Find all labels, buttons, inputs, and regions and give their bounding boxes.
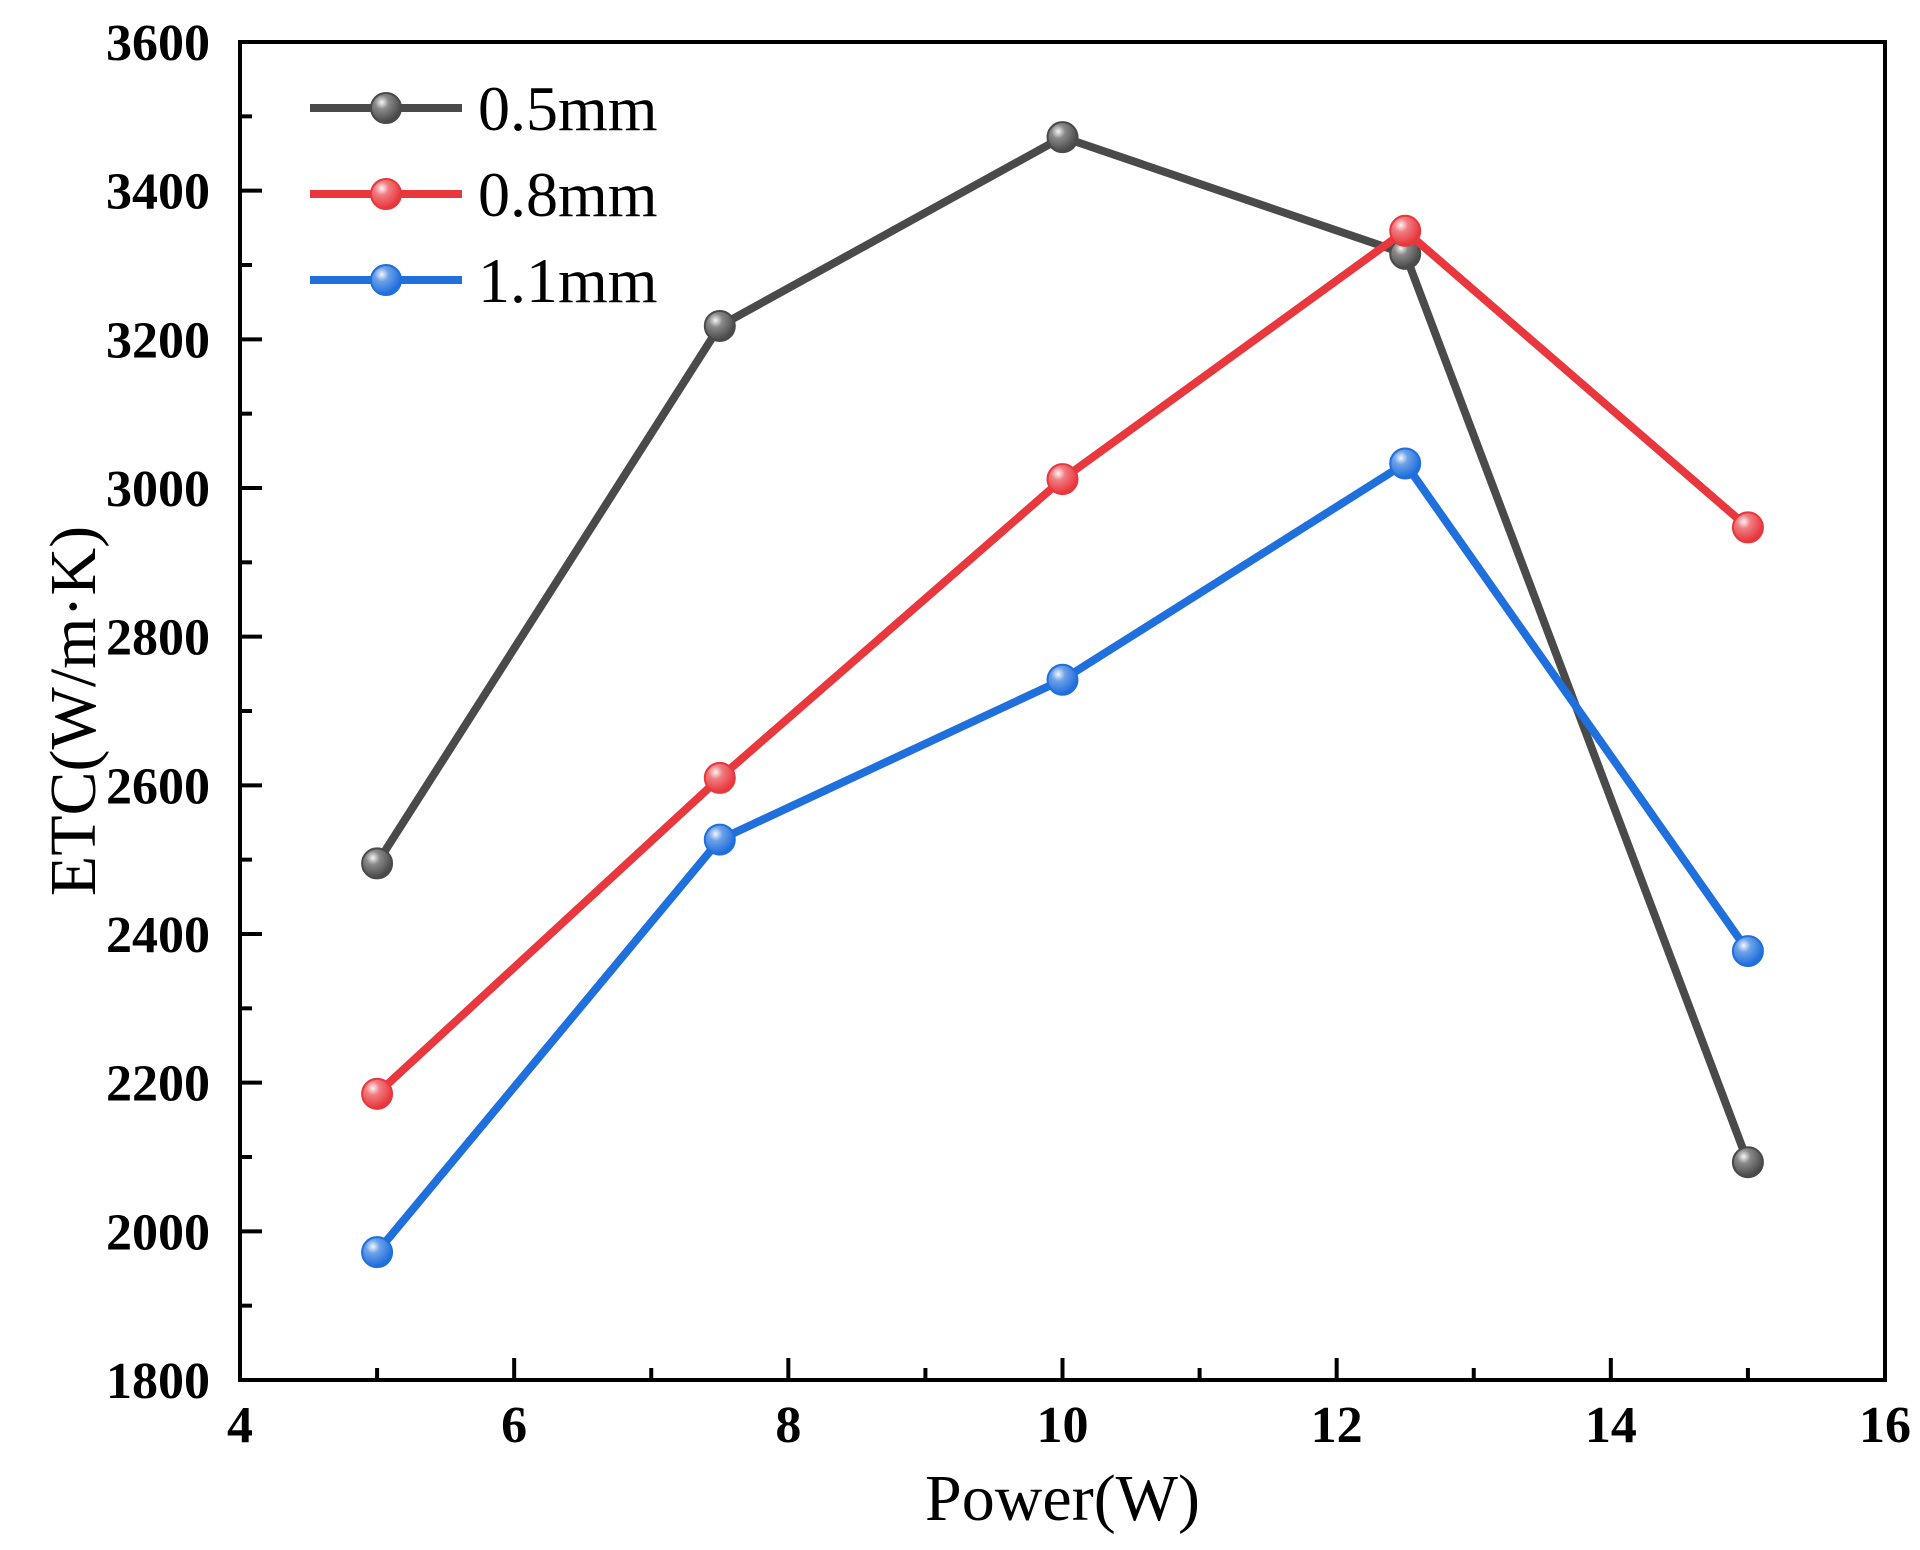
data-point-highlight bbox=[1048, 665, 1077, 694]
y-tick-label: 3400 bbox=[106, 164, 210, 221]
x-tick-label: 10 bbox=[1037, 1397, 1089, 1454]
data-point bbox=[1731, 935, 1764, 968]
data-point-highlight bbox=[363, 1079, 392, 1108]
data-point bbox=[703, 823, 736, 856]
y-tick-label: 2000 bbox=[106, 1204, 210, 1261]
legend-label: 1.1mm bbox=[478, 245, 658, 316]
y-tick-label: 2400 bbox=[106, 907, 210, 964]
series-0.5mm bbox=[361, 121, 1764, 1179]
x-tick-label: 8 bbox=[775, 1397, 801, 1454]
legend-marker bbox=[370, 92, 402, 124]
data-point bbox=[1046, 121, 1079, 154]
legend-marker-highlight bbox=[372, 180, 400, 208]
y-tick-label: 3600 bbox=[106, 15, 210, 72]
data-point bbox=[361, 847, 394, 880]
legend-label: 0.5mm bbox=[478, 73, 658, 144]
data-point-highlight bbox=[1048, 465, 1077, 494]
series-0.8mm bbox=[361, 214, 1764, 1110]
data-point bbox=[1389, 214, 1422, 247]
data-point bbox=[361, 1077, 394, 1110]
data-point bbox=[703, 309, 736, 342]
legend-marker bbox=[370, 178, 402, 210]
legend-marker bbox=[370, 264, 402, 296]
y-tick-label: 2600 bbox=[106, 758, 210, 815]
data-point bbox=[1389, 447, 1422, 480]
legend-marker-highlight bbox=[372, 94, 400, 122]
y-tick-label: 3000 bbox=[106, 461, 210, 518]
legend-item: 0.5mm bbox=[310, 73, 658, 144]
data-point-highlight bbox=[1733, 937, 1762, 966]
data-point bbox=[1731, 511, 1764, 544]
data-point-highlight bbox=[363, 849, 392, 878]
data-point-highlight bbox=[1391, 449, 1420, 478]
data-point bbox=[1046, 663, 1079, 696]
x-tick-label: 6 bbox=[501, 1397, 527, 1454]
x-tick-label: 4 bbox=[227, 1397, 253, 1454]
data-point bbox=[1046, 463, 1079, 496]
plot-frame bbox=[238, 40, 1887, 1382]
data-point-highlight bbox=[1391, 239, 1420, 268]
series-line bbox=[374, 459, 1752, 1255]
x-tick-label: 12 bbox=[1311, 1397, 1363, 1454]
data-point-highlight bbox=[705, 311, 734, 340]
data-point-highlight bbox=[705, 763, 734, 792]
data-point-highlight bbox=[705, 825, 734, 854]
y-tick-label: 2200 bbox=[106, 1056, 210, 1113]
data-point-highlight bbox=[1048, 123, 1077, 152]
y-tick-label: 1800 bbox=[106, 1353, 210, 1410]
data-point bbox=[1731, 1146, 1764, 1179]
data-point bbox=[703, 761, 736, 794]
series-1.1mm bbox=[361, 447, 1764, 1269]
y-tick-label: 3200 bbox=[106, 312, 210, 369]
legend-marker-highlight bbox=[372, 266, 400, 294]
y-axis-title: ETC(W/m·K) bbox=[37, 526, 110, 896]
x-tick-label: 14 bbox=[1585, 1397, 1637, 1454]
legend-label: 0.8mm bbox=[478, 159, 658, 230]
data-point-highlight bbox=[1733, 513, 1762, 542]
x-tick-label: 16 bbox=[1859, 1397, 1911, 1454]
data-point bbox=[361, 1236, 394, 1269]
y-tick-label: 2800 bbox=[106, 610, 210, 667]
x-axis-title: Power(W) bbox=[925, 1462, 1200, 1535]
data-point-highlight bbox=[1391, 216, 1420, 245]
data-point-highlight bbox=[363, 1238, 392, 1267]
legend-item: 0.8mm bbox=[310, 159, 658, 230]
data-point-highlight bbox=[1733, 1148, 1762, 1177]
legend-item: 1.1mm bbox=[310, 245, 658, 316]
